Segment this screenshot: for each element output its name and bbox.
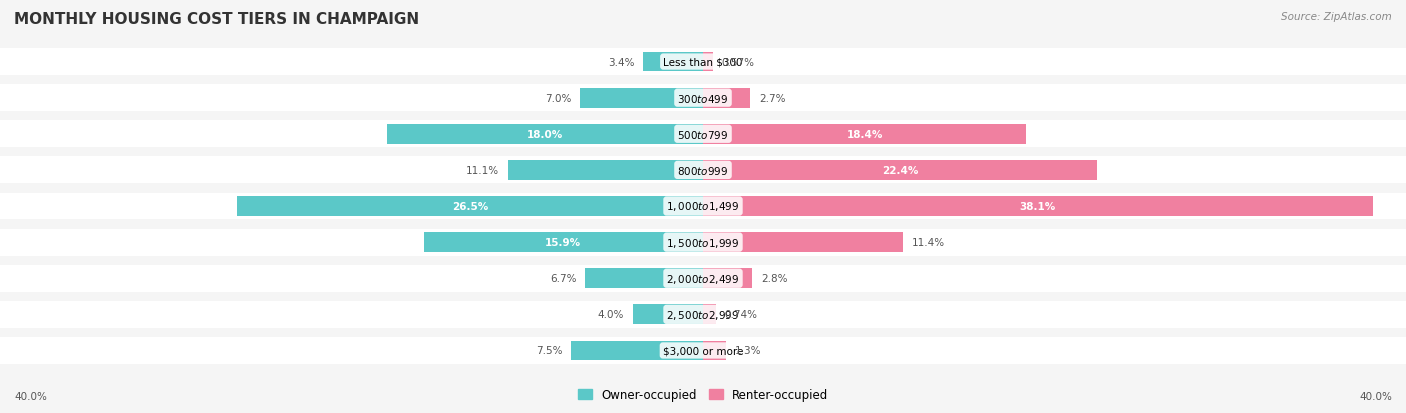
Text: 18.0%: 18.0%: [527, 129, 562, 140]
Text: $2,000 to $2,499: $2,000 to $2,499: [666, 272, 740, 285]
Bar: [581, 88, 703, 108]
Bar: [423, 233, 703, 252]
Text: 11.4%: 11.4%: [912, 237, 945, 247]
Text: 4.0%: 4.0%: [598, 310, 624, 320]
Text: $300 to $499: $300 to $499: [678, 93, 728, 104]
Text: 3.4%: 3.4%: [607, 57, 634, 67]
Bar: [0, 229, 1406, 256]
Bar: [571, 341, 703, 361]
Text: 26.5%: 26.5%: [451, 202, 488, 211]
Bar: [703, 233, 904, 252]
Text: MONTHLY HOUSING COST TIERS IN CHAMPAIGN: MONTHLY HOUSING COST TIERS IN CHAMPAIGN: [14, 12, 419, 27]
Text: $3,000 or more: $3,000 or more: [662, 346, 744, 356]
Text: $1,000 to $1,499: $1,000 to $1,499: [666, 200, 740, 213]
Bar: [238, 197, 703, 216]
Text: 22.4%: 22.4%: [882, 166, 918, 176]
Bar: [0, 85, 1406, 112]
Bar: [508, 161, 703, 180]
Bar: [703, 161, 1097, 180]
Bar: [703, 52, 713, 72]
Text: $1,500 to $1,999: $1,500 to $1,999: [666, 236, 740, 249]
Text: 7.5%: 7.5%: [536, 346, 562, 356]
Text: 40.0%: 40.0%: [14, 392, 46, 401]
Text: 7.0%: 7.0%: [544, 93, 571, 103]
Bar: [644, 52, 703, 72]
Text: 1.3%: 1.3%: [734, 346, 761, 356]
Legend: Owner-occupied, Renter-occupied: Owner-occupied, Renter-occupied: [572, 382, 834, 407]
Bar: [703, 88, 751, 108]
Bar: [703, 305, 716, 325]
Bar: [0, 337, 1406, 364]
Bar: [387, 125, 703, 145]
Bar: [633, 305, 703, 325]
Bar: [0, 301, 1406, 328]
Text: $800 to $999: $800 to $999: [678, 164, 728, 176]
Text: 40.0%: 40.0%: [1360, 392, 1392, 401]
Text: 2.7%: 2.7%: [759, 93, 786, 103]
Text: $500 to $799: $500 to $799: [678, 128, 728, 140]
Bar: [703, 268, 752, 288]
Text: 0.74%: 0.74%: [725, 310, 758, 320]
Bar: [0, 265, 1406, 292]
Text: 2.8%: 2.8%: [761, 273, 787, 284]
Bar: [703, 197, 1372, 216]
Bar: [703, 125, 1026, 145]
Text: Source: ZipAtlas.com: Source: ZipAtlas.com: [1281, 12, 1392, 22]
Text: 15.9%: 15.9%: [546, 237, 581, 247]
Text: 6.7%: 6.7%: [550, 273, 576, 284]
Text: $2,500 to $2,999: $2,500 to $2,999: [666, 308, 740, 321]
Bar: [0, 49, 1406, 76]
Bar: [585, 268, 703, 288]
Bar: [0, 121, 1406, 148]
Text: 38.1%: 38.1%: [1019, 202, 1056, 211]
Text: 18.4%: 18.4%: [846, 129, 883, 140]
Text: 0.57%: 0.57%: [721, 57, 755, 67]
Bar: [0, 193, 1406, 220]
Bar: [703, 341, 725, 361]
Text: Less than $300: Less than $300: [664, 57, 742, 67]
Text: 11.1%: 11.1%: [465, 166, 499, 176]
Bar: [0, 157, 1406, 184]
